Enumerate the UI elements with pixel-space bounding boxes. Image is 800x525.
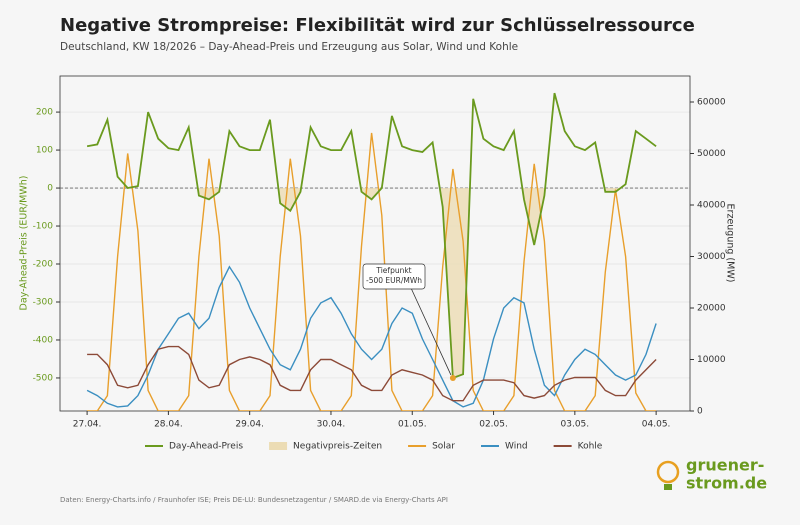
y-tick-label: 200 [36,108,53,118]
y2-tick-label: 10000 [697,355,726,365]
legend-swatch [269,442,288,450]
logo-icon [656,460,680,484]
x-tick-label: 30.04. [317,420,346,430]
y2-tick-label: 50000 [697,149,726,159]
legend-label: Day-Ahead-Preis [169,442,243,452]
annotation-arrow [410,287,452,376]
logo-text: gruener- [686,456,764,475]
legend-label: Solar [432,442,455,452]
y-tick-label: 0 [47,184,53,194]
legend-label: Kohle [578,442,603,452]
x-tick-label: 02.05. [479,420,508,430]
y2-tick-label: 40000 [697,201,726,211]
chart-title: Negative Strompreise: Flexibilität wird … [60,15,695,36]
y-tick-label: -100 [33,222,54,232]
plot-frame [59,75,691,412]
chart-subtitle: Deutschland, KW 18/2026 – Day-Ahead-Prei… [60,41,518,53]
legend-label: Wind [505,442,528,452]
series-line [87,132,657,411]
series-line [87,345,657,402]
annotation-box [362,263,426,290]
x-tick-label: 01.05. [398,420,427,430]
y2-tick-label: 60000 [697,98,726,108]
source: Daten: Energy-Charts.info / Fraunhofer I… [60,496,448,504]
y2-tick-label: 20000 [697,304,726,314]
logo-text: strom.de [686,474,767,493]
y-tick-label: -300 [33,297,54,307]
y2-axis-label: Erzeugung (MW) [725,204,736,283]
y2-tick-label: 30000 [697,252,726,262]
annotation-text: Tiefpunkt [375,266,411,275]
y-tick-label: 100 [36,146,53,156]
y-tick-label: -200 [33,260,54,270]
y-tick-label: -500 [33,373,54,383]
y-axis-label: Day-Ahead-Preis (EUR/MWh) [19,176,30,311]
min-point [449,374,456,381]
x-tick-label: 28.04. [154,420,183,430]
y2-tick-label: 0 [697,407,703,417]
x-tick-label: 29.04. [235,420,264,430]
y-tick-label: -400 [33,335,54,345]
series-line [86,92,657,380]
x-tick-label: 03.05. [561,420,590,430]
logo-icon-base [664,484,672,490]
annotation-text: -500 EUR/MWh [366,276,422,285]
logo: gruener- strom.de [656,456,767,493]
x-tick-label: 04.05. [642,420,671,430]
legend-label: Negativpreis-Zeiten [293,442,382,452]
x-tick-label: 27.04. [73,420,102,430]
